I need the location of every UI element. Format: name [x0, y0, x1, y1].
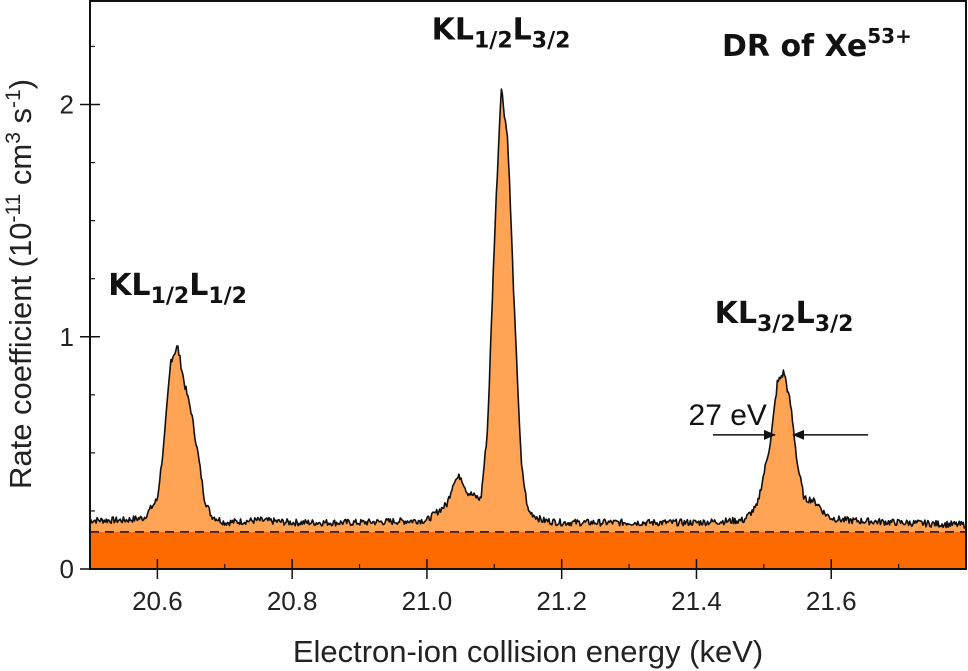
y-tick-label: 2: [60, 90, 74, 120]
peak-fill: [90, 89, 966, 532]
x-tick-label: 21.0: [402, 586, 453, 616]
x-tick-label: 21.6: [806, 586, 857, 616]
chart-labels: KL1/2L1/2 KL1/2L3/2 KL3/2L3/2 27 eV: [108, 12, 869, 440]
peak-label: KL1/2L3/2: [432, 12, 571, 53]
x-tick-label: 21.4: [671, 586, 722, 616]
plot-frame: [89, 0, 967, 570]
x-axis-title: Electron-ion collision energy (keV): [293, 634, 763, 669]
x-tick-label: 21.2: [536, 586, 587, 616]
peak-label: KL1/2L1/2: [108, 268, 247, 309]
background-fill: [90, 531, 966, 569]
y-tick-label: 0: [60, 554, 74, 584]
spectrum-line: [90, 88, 966, 529]
axis-ticks: 20.6 20.8 21.0 21.2 21.4 21.6 0 1 2: [60, 45, 967, 616]
x-tick-label: 20.8: [267, 586, 318, 616]
y-tick-label: 1: [60, 322, 74, 352]
y-axis-title: Rate coefficient (10-11 cm3 s-1): [2, 79, 38, 489]
axes-box: [89, 0, 967, 570]
x-tick-label: 20.6: [132, 586, 183, 616]
plot-area: [90, 88, 966, 569]
peak-label: KL3/2L3/2: [715, 296, 854, 337]
chart-title: DR of Xe53+: [722, 24, 912, 64]
fwhm-label: 27 eV: [689, 399, 767, 432]
